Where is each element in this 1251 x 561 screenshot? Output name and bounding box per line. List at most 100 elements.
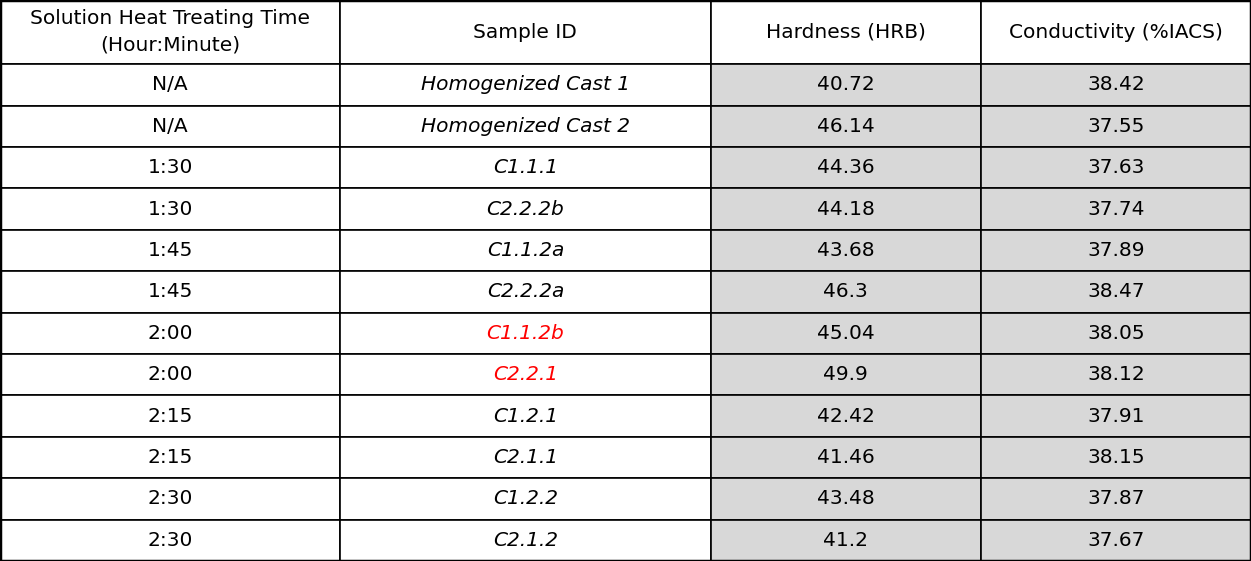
Bar — [340, 188, 711, 230]
Text: 38.47: 38.47 — [1087, 282, 1145, 301]
Bar — [0, 354, 340, 396]
Text: Homogenized Cast 2: Homogenized Cast 2 — [420, 117, 631, 136]
Text: 1:30: 1:30 — [148, 158, 193, 177]
Text: Conductivity (%IACS): Conductivity (%IACS) — [1010, 22, 1222, 42]
Text: Homogenized Cast 1: Homogenized Cast 1 — [420, 75, 631, 94]
Bar — [340, 0, 711, 64]
Text: 37.63: 37.63 — [1087, 158, 1145, 177]
Bar — [711, 478, 981, 519]
Text: 43.68: 43.68 — [817, 241, 874, 260]
Text: Solution Heat Treating Time
(Hour:Minute): Solution Heat Treating Time (Hour:Minute… — [30, 10, 310, 55]
Text: 1:30: 1:30 — [148, 200, 193, 219]
Bar — [0, 312, 340, 354]
Text: 2:15: 2:15 — [148, 407, 193, 426]
Bar — [340, 478, 711, 519]
Text: 1:45: 1:45 — [148, 282, 193, 301]
Bar — [0, 147, 340, 188]
Text: 37.74: 37.74 — [1087, 200, 1145, 219]
Bar — [711, 437, 981, 478]
Bar — [0, 0, 340, 64]
Bar — [0, 271, 340, 312]
Bar — [340, 230, 711, 271]
Bar — [711, 105, 981, 147]
Text: 40.72: 40.72 — [817, 75, 874, 94]
Bar — [0, 105, 340, 147]
Bar — [981, 312, 1251, 354]
Bar — [711, 354, 981, 396]
Text: 2:30: 2:30 — [148, 489, 193, 508]
Text: 1:45: 1:45 — [148, 241, 193, 260]
Bar — [711, 147, 981, 188]
Bar — [0, 519, 340, 561]
Bar — [0, 437, 340, 478]
Bar — [981, 396, 1251, 437]
Bar — [981, 519, 1251, 561]
Bar — [340, 147, 711, 188]
Bar — [981, 0, 1251, 64]
Bar — [340, 312, 711, 354]
Bar — [981, 478, 1251, 519]
Text: 2:00: 2:00 — [148, 365, 193, 384]
Text: 37.87: 37.87 — [1087, 489, 1145, 508]
Bar — [981, 354, 1251, 396]
Bar — [0, 230, 340, 271]
Text: N/A: N/A — [153, 75, 188, 94]
Text: 44.36: 44.36 — [817, 158, 874, 177]
Bar — [711, 519, 981, 561]
Text: C2.2.2b: C2.2.2b — [487, 200, 564, 219]
Bar — [0, 478, 340, 519]
Text: 37.55: 37.55 — [1087, 117, 1145, 136]
Bar — [0, 188, 340, 230]
Bar — [340, 354, 711, 396]
Text: C1.1.1: C1.1.1 — [493, 158, 558, 177]
Text: Hardness (HRB): Hardness (HRB) — [766, 22, 926, 42]
Text: Sample ID: Sample ID — [473, 22, 578, 42]
Text: N/A: N/A — [153, 117, 188, 136]
Text: 37.89: 37.89 — [1087, 241, 1145, 260]
Text: 46.3: 46.3 — [823, 282, 868, 301]
Text: 49.9: 49.9 — [823, 365, 868, 384]
Text: C2.1.2: C2.1.2 — [493, 531, 558, 550]
Text: C2.1.1: C2.1.1 — [493, 448, 558, 467]
Text: 2:30: 2:30 — [148, 531, 193, 550]
Text: 2:15: 2:15 — [148, 448, 193, 467]
Text: 38.15: 38.15 — [1087, 448, 1145, 467]
Text: 38.42: 38.42 — [1087, 75, 1145, 94]
Text: 38.12: 38.12 — [1087, 365, 1145, 384]
Bar — [981, 64, 1251, 105]
Text: 41.2: 41.2 — [823, 531, 868, 550]
Text: 2:00: 2:00 — [148, 324, 193, 343]
Text: 46.14: 46.14 — [817, 117, 874, 136]
Bar — [711, 312, 981, 354]
Text: 37.91: 37.91 — [1087, 407, 1145, 426]
Bar — [711, 230, 981, 271]
Bar — [981, 147, 1251, 188]
Text: C1.2.2: C1.2.2 — [493, 489, 558, 508]
Text: 44.18: 44.18 — [817, 200, 874, 219]
Text: C2.2.1: C2.2.1 — [493, 365, 558, 384]
Text: C2.2.2a: C2.2.2a — [487, 282, 564, 301]
Text: C1.2.1: C1.2.1 — [493, 407, 558, 426]
Text: C1.1.2b: C1.1.2b — [487, 324, 564, 343]
Bar — [711, 188, 981, 230]
Text: 37.67: 37.67 — [1087, 531, 1145, 550]
Bar — [981, 271, 1251, 312]
Bar — [340, 437, 711, 478]
Bar — [340, 64, 711, 105]
Text: C1.1.2a: C1.1.2a — [487, 241, 564, 260]
Bar — [0, 64, 340, 105]
Bar — [981, 230, 1251, 271]
Bar — [981, 105, 1251, 147]
Bar — [340, 271, 711, 312]
Bar — [340, 105, 711, 147]
Bar — [711, 64, 981, 105]
Text: 42.42: 42.42 — [817, 407, 874, 426]
Text: 38.05: 38.05 — [1087, 324, 1145, 343]
Text: 43.48: 43.48 — [817, 489, 874, 508]
Bar — [711, 396, 981, 437]
Bar — [711, 271, 981, 312]
Bar — [981, 188, 1251, 230]
Bar — [340, 396, 711, 437]
Text: 45.04: 45.04 — [817, 324, 874, 343]
Bar — [0, 396, 340, 437]
